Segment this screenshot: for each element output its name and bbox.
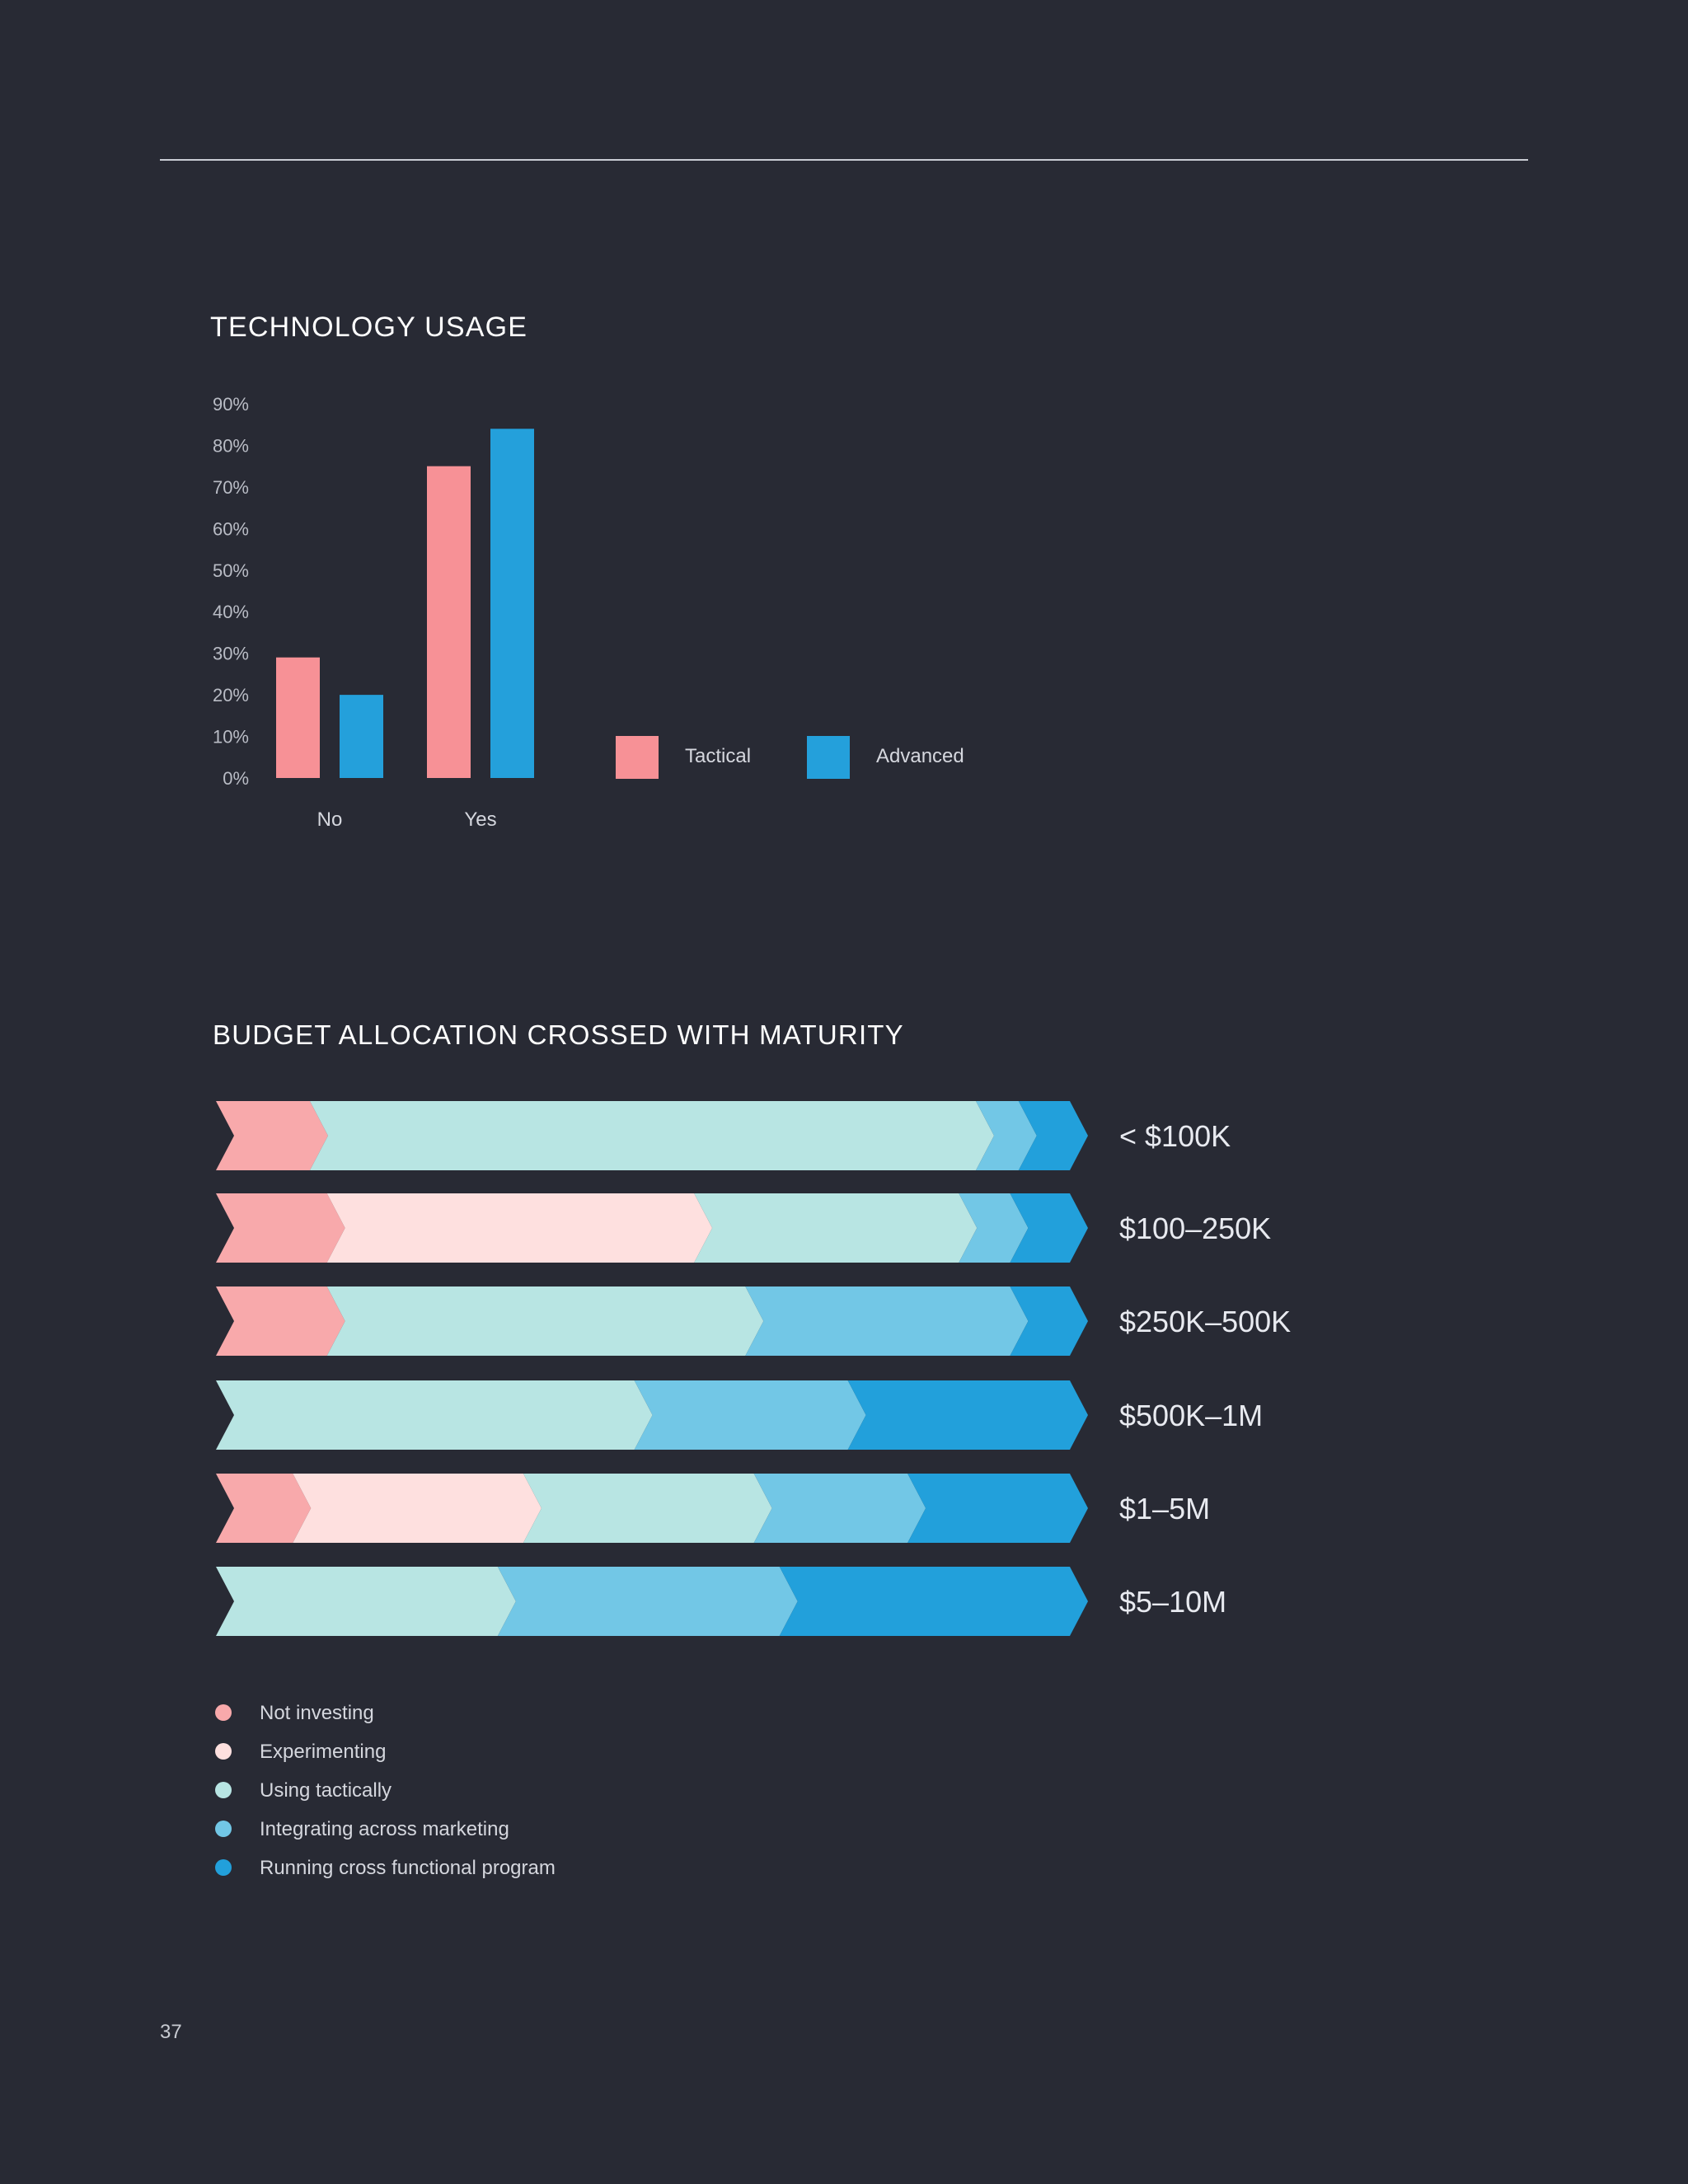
legend-dot-not-investing xyxy=(215,1704,232,1721)
legend-label-running-cross-functional-program: Running cross functional program xyxy=(260,1857,556,1879)
row-label-3: $250K–500K xyxy=(1119,1305,1291,1338)
y-tick-label-70: 70% xyxy=(213,477,249,498)
segment-integrating-across-marketing-row-4 xyxy=(634,1380,866,1450)
bar-advanced-yes xyxy=(490,429,534,778)
page-number: 37 xyxy=(160,2021,182,2043)
segment-running-cross-functional-program-row-3 xyxy=(1010,1286,1088,1356)
legend-label-using-tactically: Using tactically xyxy=(260,1779,392,1802)
segment-integrating-across-marketing-row-2 xyxy=(959,1193,1029,1263)
segment-running-cross-functional-program-row-4 xyxy=(847,1380,1088,1450)
y-tick-label-80: 80% xyxy=(213,435,249,456)
x-tick-label-no: No xyxy=(317,808,343,831)
legend-dot-experimenting xyxy=(215,1743,232,1760)
row-label-6: $5–10M xyxy=(1119,1585,1226,1619)
legend-dot-running-cross-functional-program xyxy=(215,1859,232,1876)
bar-advanced-no xyxy=(340,695,383,778)
y-tick-label-10: 10% xyxy=(213,727,249,748)
bar-tactical-yes xyxy=(427,466,471,778)
y-tick-label-50: 50% xyxy=(213,560,249,581)
y-tick-label-40: 40% xyxy=(213,602,249,622)
segment-integrating-across-marketing-row-1 xyxy=(976,1101,1037,1170)
row-label-4: $500K–1M xyxy=(1119,1399,1263,1432)
segment-running-cross-functional-program-row-5 xyxy=(907,1474,1088,1543)
y-tick-label-20: 20% xyxy=(213,685,249,705)
segment-running-cross-functional-program-row-1 xyxy=(1018,1101,1088,1170)
segment-using-tactically-row-5 xyxy=(523,1474,772,1543)
segment-using-tactically-row-4 xyxy=(216,1380,653,1450)
y-tick-label-0: 0% xyxy=(223,768,249,789)
legend-label-integrating-across-marketing: Integrating across marketing xyxy=(260,1818,509,1840)
segment-integrating-across-marketing-row-6 xyxy=(497,1567,798,1636)
segment-not-investing-row-1 xyxy=(216,1101,328,1170)
row-label-2: $100–250K xyxy=(1119,1212,1271,1245)
segment-integrating-across-marketing-row-5 xyxy=(753,1474,926,1543)
legend-label-tactical: Tactical xyxy=(685,745,751,767)
segment-using-tactically-row-2 xyxy=(694,1193,978,1263)
legend-label-experimenting: Experimenting xyxy=(260,1741,386,1763)
row-label-1: < $100K xyxy=(1119,1119,1231,1153)
x-tick-label-yes: Yes xyxy=(464,808,496,831)
segment-using-tactically-row-6 xyxy=(216,1567,516,1636)
legend-label-not-investing: Not investing xyxy=(260,1702,374,1724)
legend-label-advanced: Advanced xyxy=(876,745,964,767)
segment-integrating-across-marketing-row-3 xyxy=(745,1286,1029,1356)
segment-not-investing-row-2 xyxy=(216,1193,345,1263)
top-rule xyxy=(160,159,1528,161)
segment-using-tactically-row-3 xyxy=(326,1286,764,1356)
chart-title-technology-usage: TECHNOLOGY USAGE xyxy=(210,312,528,343)
segment-running-cross-functional-program-row-6 xyxy=(779,1567,1088,1636)
row-label-5: $1–5M xyxy=(1119,1492,1210,1526)
y-tick-label-60: 60% xyxy=(213,518,249,539)
segment-running-cross-functional-program-row-2 xyxy=(1010,1193,1088,1263)
segment-experimenting-row-2 xyxy=(326,1193,713,1263)
segment-not-investing-row-3 xyxy=(216,1286,345,1356)
legend-swatch-tactical xyxy=(616,736,659,779)
legend-dot-integrating-across-marketing xyxy=(215,1821,232,1837)
segment-not-investing-row-5 xyxy=(216,1474,312,1543)
legend-dot-using-tactically xyxy=(215,1782,232,1798)
chart-title-budget-allocation: BUDGET ALLOCATION CROSSED WITH MATURITY xyxy=(213,1019,904,1050)
segment-using-tactically-row-1 xyxy=(309,1101,995,1170)
y-tick-label-90: 90% xyxy=(213,394,249,415)
segment-experimenting-row-5 xyxy=(293,1474,542,1543)
legend-swatch-advanced xyxy=(807,736,850,779)
y-tick-label-30: 30% xyxy=(213,644,249,664)
bar-tactical-no xyxy=(276,657,320,778)
